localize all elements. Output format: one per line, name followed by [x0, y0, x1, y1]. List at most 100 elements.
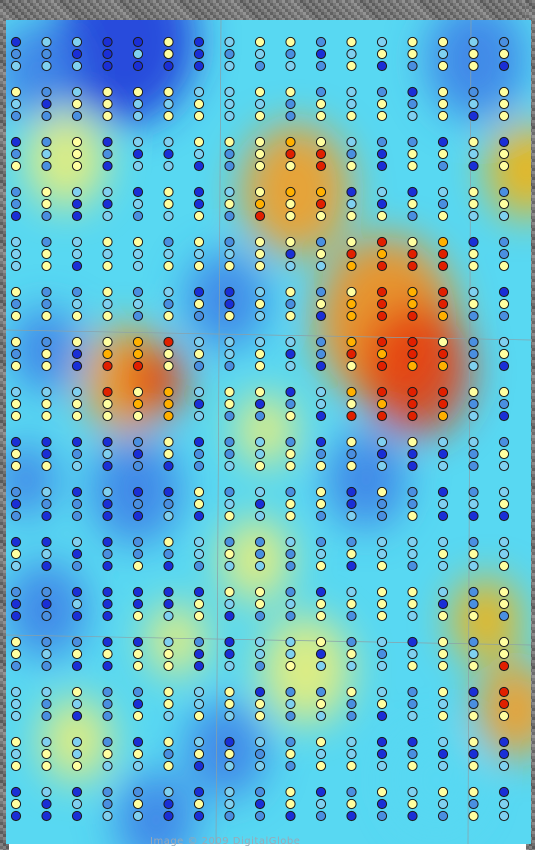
sample-point [498, 586, 510, 598]
sample-point [346, 110, 357, 122]
sample-point [163, 698, 174, 710]
sample-point [437, 548, 449, 560]
sample-point [10, 560, 22, 572]
sample-point [224, 510, 235, 522]
sample-point [224, 498, 235, 510]
sample-point [224, 810, 235, 822]
sample-point [437, 636, 449, 648]
sample-point [254, 510, 266, 522]
sample-point [10, 736, 22, 748]
sample-point [346, 410, 357, 422]
sample-point [224, 636, 235, 648]
sample-point [163, 560, 174, 572]
sample-point [71, 736, 83, 748]
sample-point [376, 510, 388, 522]
sample-point [315, 410, 327, 422]
sample-point [224, 186, 235, 198]
sample-point [498, 798, 510, 810]
sample-point [41, 36, 52, 48]
sample-point [346, 610, 357, 622]
sample-point [285, 410, 296, 422]
sample-point [193, 460, 205, 472]
sample-point [285, 586, 296, 598]
sample-point [376, 798, 388, 810]
frame-texture-top [0, 0, 535, 22]
sample-point [346, 560, 357, 572]
sample-point [285, 348, 296, 360]
sample-point [193, 510, 205, 522]
sample-point [346, 810, 357, 822]
sample-point [498, 60, 510, 72]
sample-point [41, 710, 52, 722]
sample-point [346, 286, 357, 298]
sample-point [285, 510, 296, 522]
sample-point [224, 386, 235, 398]
sample-point [41, 110, 52, 122]
sample-point [346, 136, 357, 148]
sample-point [254, 86, 266, 98]
sample-point [163, 436, 174, 448]
sample-point [376, 148, 388, 160]
sample-point [41, 586, 52, 598]
sample-point [437, 98, 449, 110]
sample-point [71, 110, 83, 122]
sample-point [193, 560, 205, 572]
sample-point [71, 510, 83, 522]
heat-blob [236, 394, 296, 466]
sample-point [468, 410, 479, 422]
sample-point [315, 36, 327, 48]
sample-point [224, 448, 235, 460]
sample-point [254, 260, 266, 272]
sample-point [315, 360, 327, 372]
sample-point [71, 810, 83, 822]
sample-point [132, 410, 144, 422]
sample-point [468, 310, 479, 322]
sample-point [346, 186, 357, 198]
sample-point [468, 586, 479, 598]
sample-point [285, 548, 296, 560]
sample-point [41, 86, 52, 98]
sample-point [193, 210, 205, 222]
sample-point [346, 748, 357, 760]
sample-point [346, 710, 357, 722]
sample-point [346, 548, 357, 560]
sample-point [163, 548, 174, 560]
sample-point [163, 498, 174, 510]
sample-point [285, 160, 296, 172]
sample-point [437, 360, 449, 372]
sample-point [376, 86, 388, 98]
sample-point [224, 310, 235, 322]
sample-point [407, 186, 418, 198]
sample-point [285, 610, 296, 622]
sample-point [468, 660, 479, 672]
sample-point [376, 610, 388, 622]
sample-point [498, 186, 510, 198]
sample-point [285, 648, 296, 660]
sample-point [315, 710, 327, 722]
sample-point [163, 586, 174, 598]
sample-point [315, 186, 327, 198]
sample-point [41, 648, 52, 660]
map-attribution: Image © 2009 DigitalGlobe [150, 836, 301, 847]
sample-point [498, 498, 510, 510]
sample-point [285, 398, 296, 410]
sample-point [132, 548, 144, 560]
sample-point [346, 486, 357, 498]
sample-point [407, 736, 418, 748]
heatmap-canvas [6, 20, 531, 844]
sample-point [71, 386, 83, 398]
sample-point [437, 786, 449, 798]
sample-point [407, 510, 418, 522]
sample-point [407, 360, 418, 372]
sample-point [346, 386, 357, 398]
sample-point [10, 160, 22, 172]
sample-point [41, 248, 52, 260]
sample-point [132, 486, 144, 498]
sample-point [224, 248, 235, 260]
sample-point [163, 36, 174, 48]
sample-point [376, 398, 388, 410]
sample-point [41, 798, 52, 810]
sample-point [254, 648, 266, 660]
sample-point [10, 698, 22, 710]
sample-point [254, 698, 266, 710]
